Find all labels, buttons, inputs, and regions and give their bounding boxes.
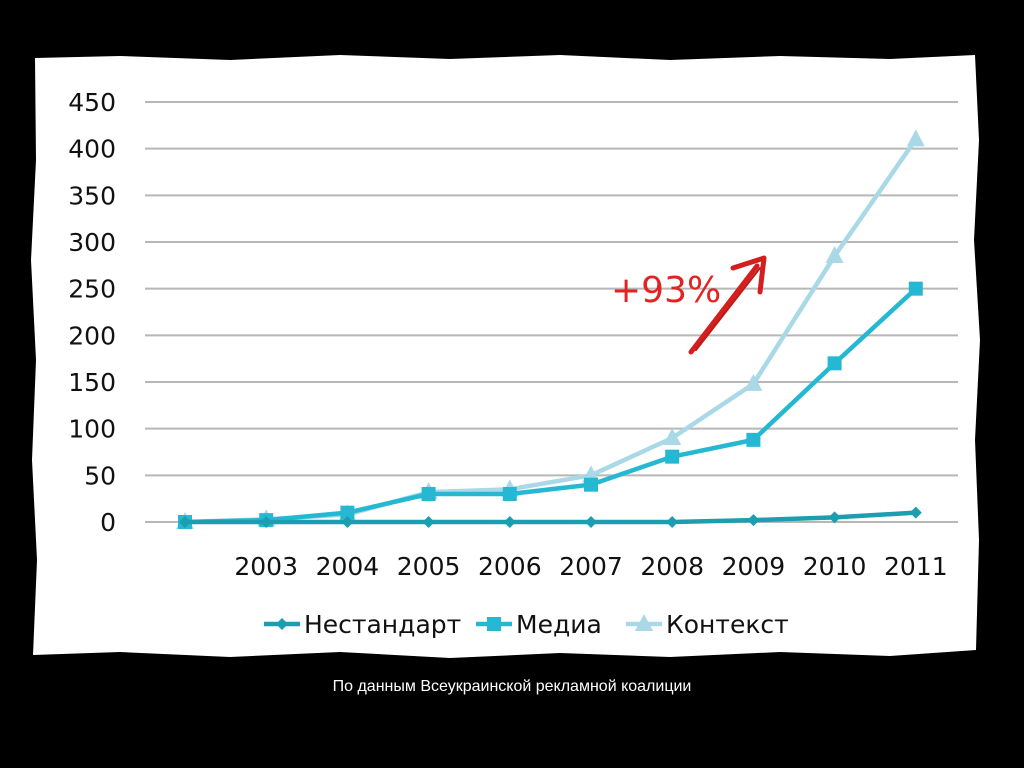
x-tick-label: 2008 bbox=[640, 552, 704, 581]
data-point-triangle bbox=[663, 428, 682, 445]
x-axis-ticks: 2003 2004 2005 2006 2007 2008 2009 2010 2011 bbox=[234, 552, 947, 581]
data-point-triangle bbox=[744, 373, 763, 391]
growth-annotation: +93% bbox=[611, 255, 767, 355]
source-caption: По данным Всеукраинской рекламной коалиц… bbox=[332, 678, 692, 695]
x-tick-label: 2003 bbox=[234, 552, 298, 581]
data-point-diamond bbox=[747, 514, 760, 527]
data-point-square bbox=[746, 432, 761, 447]
y-tick-label: 100 bbox=[68, 415, 116, 444]
y-tick-label: 250 bbox=[68, 275, 116, 304]
y-tick-label: 200 bbox=[68, 321, 116, 350]
data-point-square bbox=[340, 505, 355, 520]
plot-area bbox=[176, 129, 925, 529]
data-point-diamond bbox=[503, 516, 516, 528]
legend-item: Медиа bbox=[476, 610, 602, 639]
y-tick-label: 300 bbox=[68, 228, 116, 257]
series-line bbox=[182, 510, 919, 525]
data-point-diamond bbox=[179, 516, 191, 528]
y-axis-ticks: 0 50 100 150 200 250 300 350 400 450 bbox=[68, 88, 116, 537]
data-point-triangle bbox=[906, 129, 925, 147]
red-arrow-icon bbox=[688, 255, 767, 355]
data-point-diamond bbox=[422, 516, 435, 528]
legend-label: Нестандарт bbox=[304, 610, 461, 639]
x-tick-label: 2010 bbox=[803, 552, 867, 581]
data-point-square bbox=[827, 356, 842, 371]
x-tick-label: 2009 bbox=[722, 552, 786, 581]
data-point-square bbox=[908, 281, 923, 296]
legend-label: Медиа bbox=[516, 610, 602, 639]
series-line bbox=[182, 286, 919, 525]
x-tick-label: 2007 bbox=[559, 552, 623, 581]
legend-label: Контекст bbox=[666, 610, 789, 639]
data-point-square bbox=[502, 487, 517, 501]
series-2 bbox=[178, 281, 923, 529]
data-point-triangle bbox=[635, 614, 653, 631]
data-point-triangle bbox=[825, 246, 844, 263]
data-point-diamond bbox=[828, 511, 841, 524]
y-tick-label: 400 bbox=[68, 135, 116, 164]
growth-annotation-label: +93% bbox=[611, 270, 721, 311]
data-point-square bbox=[487, 617, 501, 631]
y-tick-label: 0 bbox=[100, 508, 116, 537]
x-tick-label: 2011 bbox=[884, 552, 948, 581]
x-tick-label: 2005 bbox=[397, 552, 461, 581]
y-tick-label: 350 bbox=[68, 181, 116, 210]
legend-item: Нестандарт bbox=[264, 610, 461, 639]
data-point-square bbox=[665, 449, 680, 464]
data-point-diamond bbox=[666, 516, 679, 528]
x-tick-label: 2004 bbox=[316, 552, 380, 581]
data-point-diamond bbox=[341, 516, 354, 528]
legend-item: Контекст bbox=[626, 610, 789, 639]
data-point-diamond bbox=[260, 516, 273, 528]
y-tick-label: 50 bbox=[84, 461, 116, 490]
y-tick-label: 150 bbox=[68, 368, 116, 397]
data-point-square bbox=[584, 477, 598, 492]
torn-paper-card bbox=[31, 55, 980, 658]
data-point-diamond bbox=[276, 618, 288, 630]
y-tick-label: 450 bbox=[68, 88, 116, 117]
data-point-diamond bbox=[909, 506, 922, 519]
data-point-diamond bbox=[585, 516, 597, 528]
legend: Нестандарт Медиа Контекст bbox=[264, 610, 789, 639]
x-tick-label: 2006 bbox=[478, 552, 542, 581]
series-1 bbox=[179, 506, 922, 528]
data-point-square bbox=[421, 487, 436, 501]
